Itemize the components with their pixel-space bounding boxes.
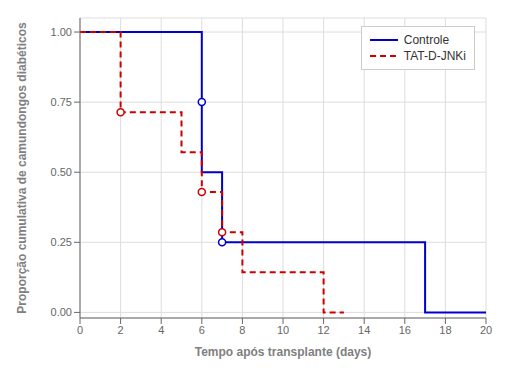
html-text:TAT-D-JNKi: TAT-D-JNKi <box>403 49 466 63</box>
svg-text:0.00: 0.00 <box>51 306 72 318</box>
svg-text:0: 0 <box>77 324 83 336</box>
svg-text:4: 4 <box>158 324 164 336</box>
svg-text:2: 2 <box>118 324 124 336</box>
svg-text:16: 16 <box>399 324 411 336</box>
svg-text:0.50: 0.50 <box>51 166 72 178</box>
svg-text:10: 10 <box>277 324 289 336</box>
svg-text:1.00: 1.00 <box>51 26 72 38</box>
svg-text:6: 6 <box>199 324 205 336</box>
html-text:Controle: Controle <box>403 33 450 47</box>
svg-text:20: 20 <box>480 324 492 336</box>
svg-text:18: 18 <box>439 324 451 336</box>
svg-text:8: 8 <box>239 324 245 336</box>
svg-text:12: 12 <box>317 324 329 336</box>
svg-text:0.25: 0.25 <box>51 236 72 248</box>
svg-text:0.75: 0.75 <box>51 96 72 108</box>
svg-text:Proporção cumulativa de camund: Proporção cumulativa de camundongos diab… <box>15 22 29 314</box>
svg-text:Tempo após transplante (days): Tempo após transplante (days) <box>195 345 371 359</box>
svg-text:14: 14 <box>358 324 370 336</box>
